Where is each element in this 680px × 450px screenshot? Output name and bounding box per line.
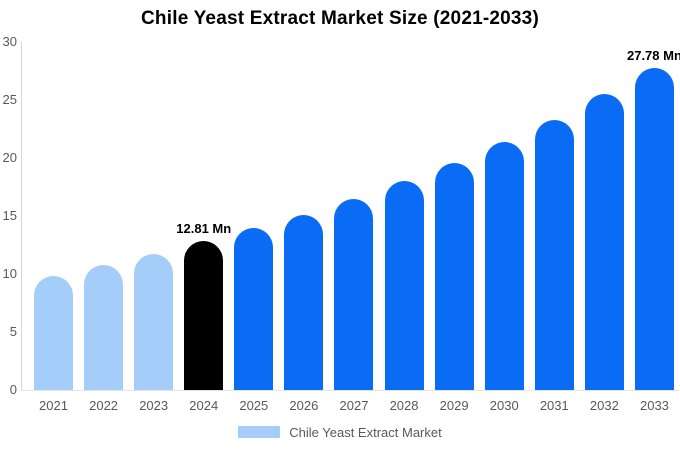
- value-label-2024: 12.81 Mn: [176, 221, 232, 237]
- x-tick-label-2030: 2030: [489, 398, 519, 413]
- x-tick-label-2021: 2021: [39, 398, 68, 413]
- x-tick-label-2022: 2022: [89, 398, 119, 413]
- bar-2022: [84, 264, 124, 390]
- bar-2031: [534, 119, 574, 390]
- x-tick-label-2026: 2026: [289, 398, 319, 413]
- bar-2028: [384, 181, 424, 390]
- y-tick-label-25: 25: [2, 92, 17, 107]
- legend-label: Chile Yeast Extract Market: [289, 424, 442, 440]
- bar-2032: [584, 94, 624, 390]
- x-tick-label-2024: 2024: [189, 398, 219, 413]
- x-tick-label-2023: 2023: [139, 398, 169, 413]
- x-tick-label-2033: 2033: [639, 398, 669, 413]
- y-tick-label-10: 10: [2, 266, 17, 281]
- bar-2027: [334, 198, 374, 390]
- bar-2023: [134, 254, 174, 390]
- legend-swatch-icon: [238, 426, 281, 438]
- bar-2021: [34, 276, 73, 390]
- legend: Chile Yeast Extract Market: [0, 424, 680, 440]
- y-tick-label-20: 20: [2, 150, 17, 165]
- x-tick-label-2031: 2031: [539, 398, 569, 413]
- x-tick-label-2032: 2032: [589, 398, 619, 413]
- bar-2026: [284, 214, 324, 390]
- x-tick-label-2028: 2028: [389, 398, 419, 413]
- bar-2024: [184, 241, 224, 390]
- bar-2033: [634, 67, 674, 390]
- x-tick-label-2025: 2025: [239, 398, 269, 413]
- value-label-2033: 27.78 Mn: [626, 47, 680, 63]
- x-tick-label-2029: 2029: [439, 398, 469, 413]
- bar-2025: [234, 227, 274, 390]
- bar-2030: [484, 141, 524, 390]
- y-tick-label-15: 15: [2, 208, 17, 223]
- y-tick-label-30: 30: [2, 34, 17, 49]
- x-tick-label-2027: 2027: [339, 398, 369, 413]
- chart-title: Chile Yeast Extract Market Size (2021-20…: [141, 8, 539, 29]
- bar-2029: [434, 162, 474, 390]
- plot-area: 2021 2022 2023 2024 2025 2026 2027 2028 2029 2030…: [21, 42, 680, 413]
- y-tick-label-0: 0: [9, 382, 17, 397]
- y-tick-label-5: 5: [9, 324, 17, 339]
